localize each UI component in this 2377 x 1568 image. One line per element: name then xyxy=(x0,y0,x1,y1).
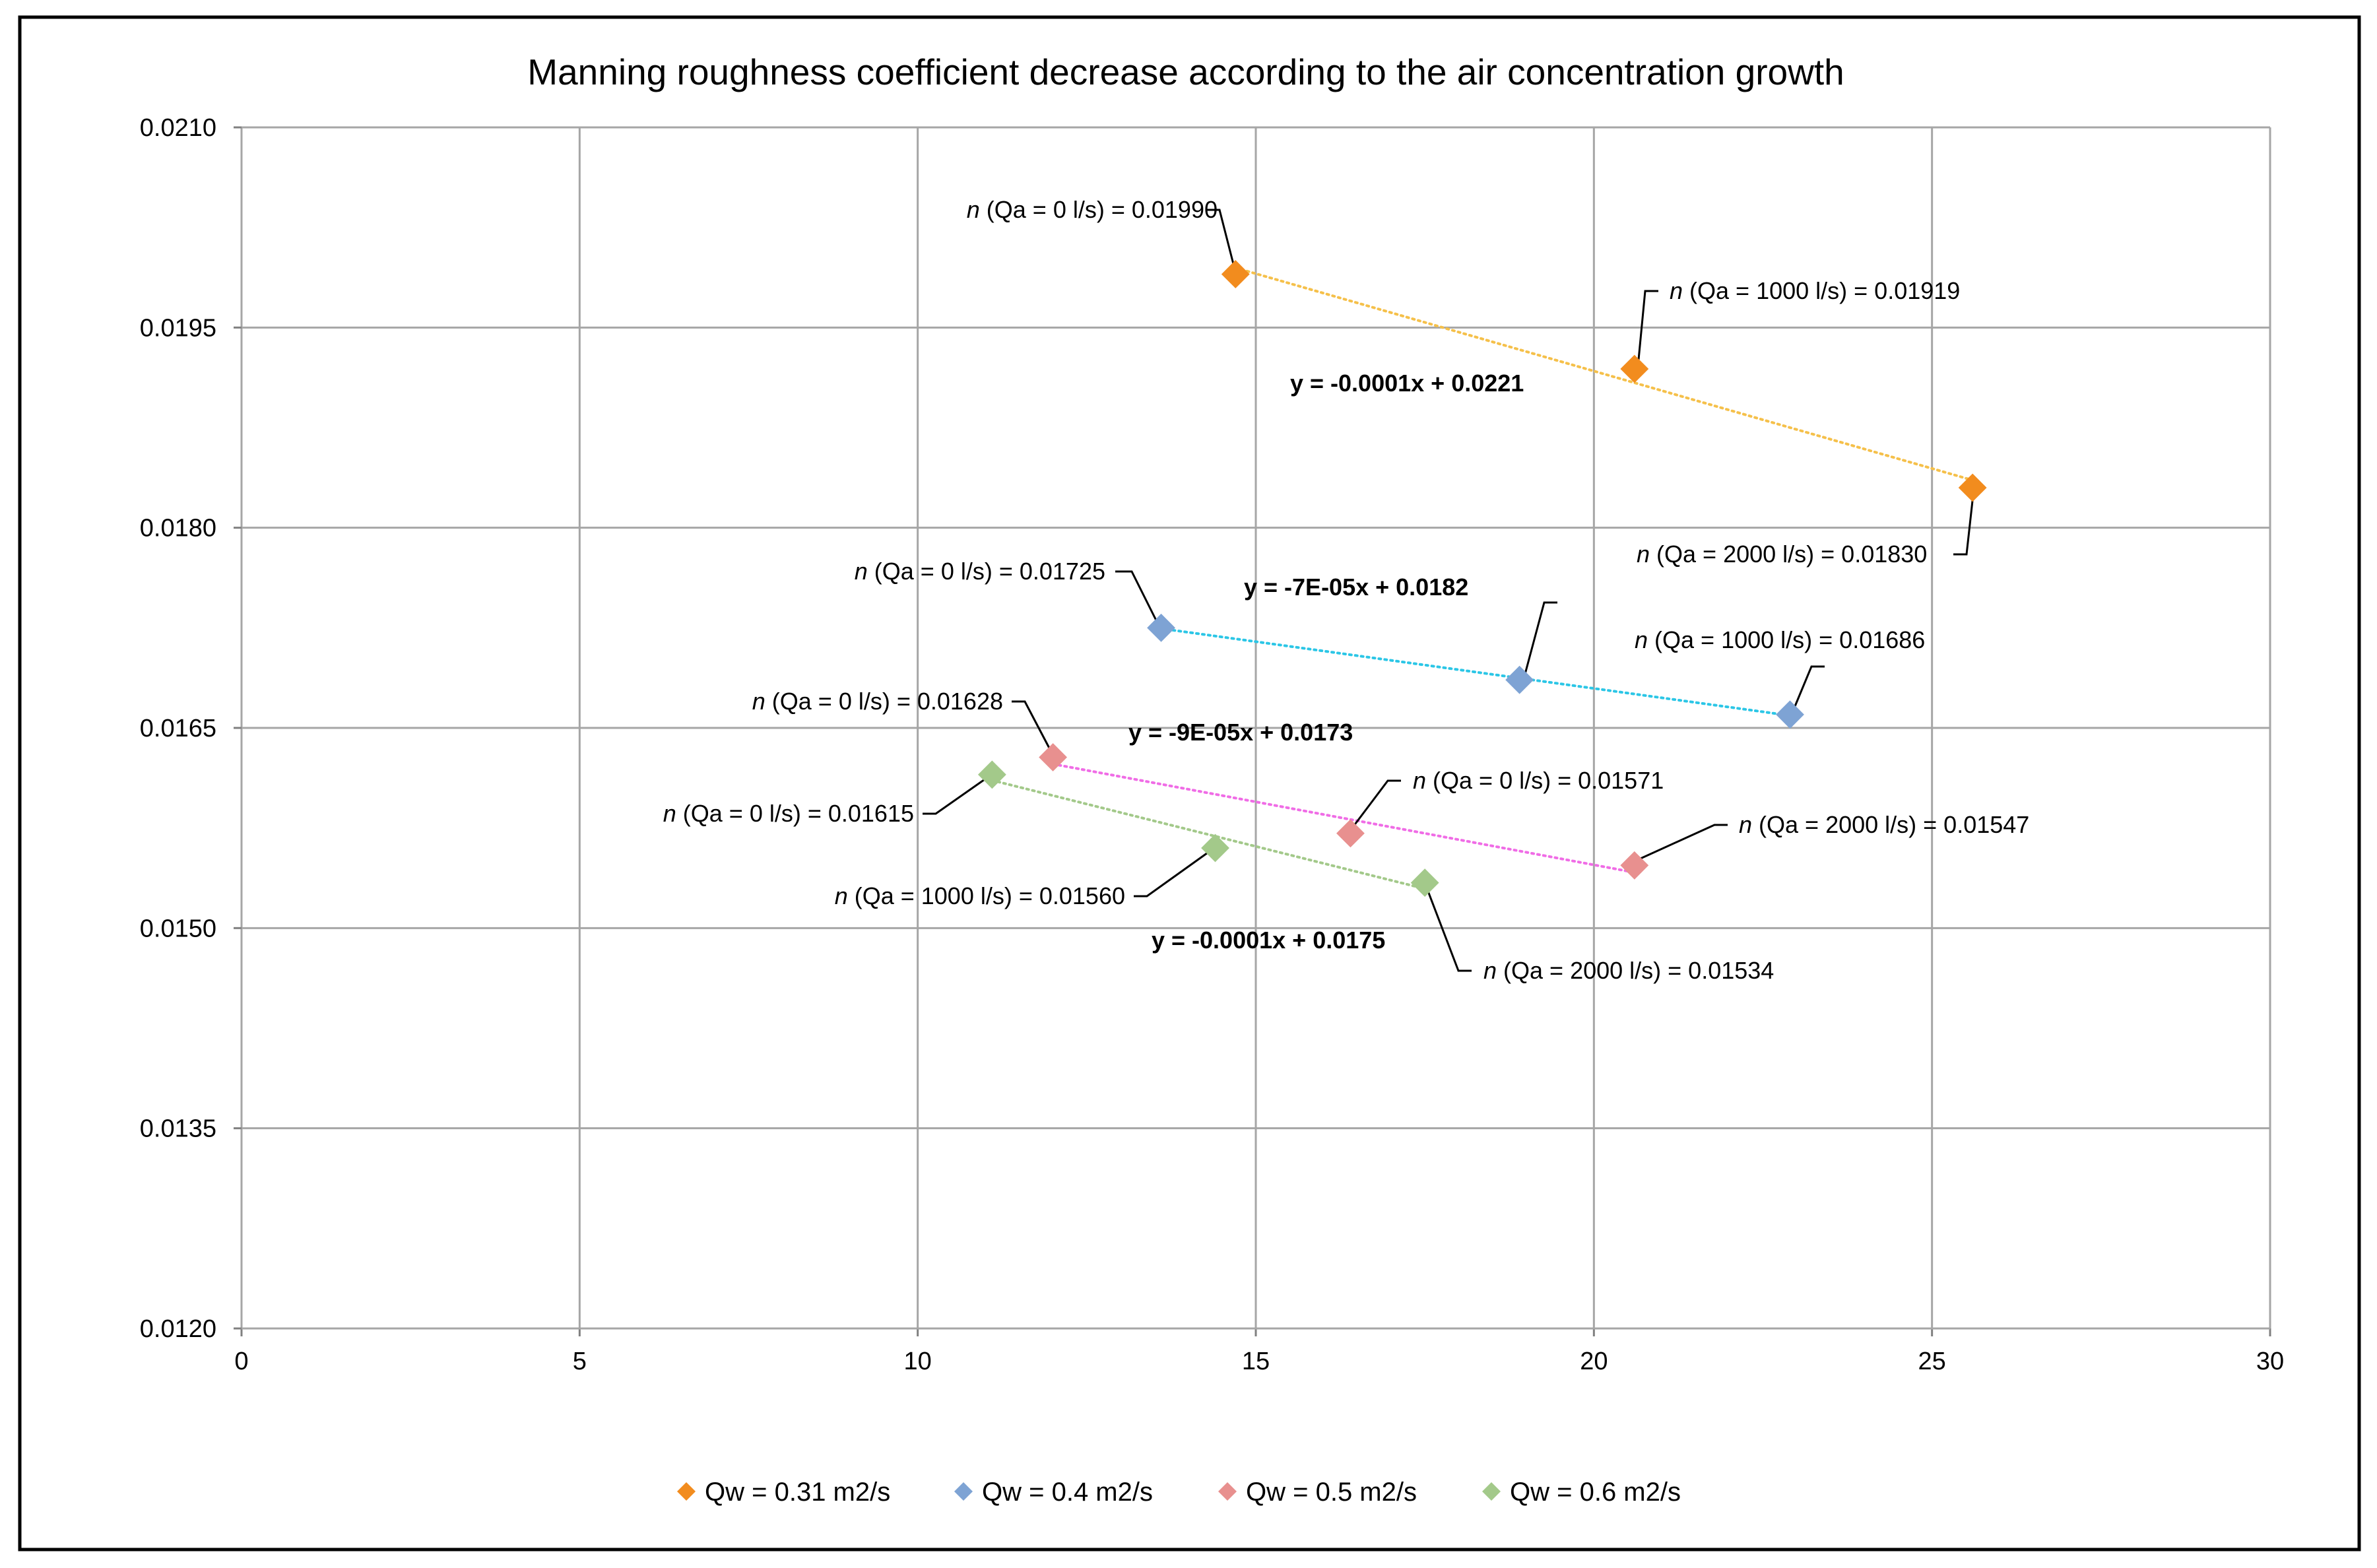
label-leader-line xyxy=(1634,824,1728,863)
y-tick-label: 0.0210 xyxy=(140,114,216,142)
legend-marker xyxy=(677,1482,696,1501)
chart-border xyxy=(18,15,2361,1552)
data-point xyxy=(1201,833,1229,863)
data-label: n (Qa = 1000 l/s) = 0.01560 xyxy=(835,882,1125,909)
legend-label: Qw = 0.31 m2/s xyxy=(705,1478,890,1507)
label-leader-line xyxy=(1523,601,1557,677)
data-label-variable: n xyxy=(967,196,980,223)
y-tick-label: 0.0150 xyxy=(140,915,216,942)
data-label-variable: n xyxy=(1483,957,1497,984)
data-label-value: (Qa = 0 l/s) = 0.01628 xyxy=(765,688,1003,715)
legend-marker xyxy=(954,1482,973,1501)
data-label: n (Qa = 2000 l/s) = 0.01830 xyxy=(1637,540,1927,568)
trendline xyxy=(1051,762,1636,874)
y-tick-label: 0.0180 xyxy=(140,515,216,542)
data-label-value: (Qa = 1000 l/s) = 0.01560 xyxy=(848,882,1125,909)
data-label-variable: n xyxy=(835,882,848,909)
label-leader-line xyxy=(1424,884,1472,972)
data-label-value: (Qa = 0 l/s) = 0.01571 xyxy=(1426,767,1664,794)
data-point xyxy=(1958,473,1987,502)
data-label-value: (Qa = 0 l/s) = 0.01990 xyxy=(980,196,1218,223)
data-point xyxy=(1620,354,1649,383)
data-point xyxy=(1620,851,1649,880)
legend-marker xyxy=(1482,1482,1501,1501)
data-label-variable: n xyxy=(1739,811,1752,838)
trendline xyxy=(1159,627,1792,717)
data-label-value: (Qa = 2000 l/s) = 0.01830 xyxy=(1650,540,1927,568)
trendline-equation: y = -7E-05x + 0.0182 xyxy=(1244,573,1468,601)
data-point xyxy=(1039,743,1068,771)
data-label-variable: n xyxy=(1637,540,1650,568)
label-leader-line xyxy=(1134,847,1215,898)
legend-marker xyxy=(1218,1482,1237,1501)
y-tick-label: 0.0135 xyxy=(140,1115,216,1143)
data-label-value: (Qa = 1000 l/s) = 0.01919 xyxy=(1683,277,1960,304)
data-label-value: (Qa = 0 l/s) = 0.01725 xyxy=(868,558,1105,585)
data-point xyxy=(977,760,1006,789)
data-label: n (Qa = 0 l/s) = 0.01990 xyxy=(967,196,1218,223)
label-leader-line xyxy=(1206,209,1235,265)
data-label: n (Qa = 0 l/s) = 0.01571 xyxy=(1413,767,1664,794)
data-point xyxy=(1336,819,1365,848)
x-tick-label: 25 xyxy=(1918,1348,1946,1375)
data-label-variable: n xyxy=(1635,626,1648,653)
data-label-variable: n xyxy=(663,800,676,827)
x-tick-label: 30 xyxy=(2256,1348,2284,1375)
label-leader-line xyxy=(1348,779,1401,832)
data-label: n (Qa = 0 l/s) = 0.01725 xyxy=(855,558,1105,585)
y-tick-label: 0.0195 xyxy=(140,314,216,342)
x-tick-label: 0 xyxy=(234,1348,248,1375)
x-tick-label: 5 xyxy=(573,1348,587,1375)
data-point xyxy=(1776,700,1804,729)
data-label-value: (Qa = 1000 l/s) = 0.01686 xyxy=(1648,626,1925,653)
label-leader-line xyxy=(1953,494,1974,556)
trendline xyxy=(1234,266,1974,482)
label-leader-line xyxy=(1637,290,1658,360)
data-label: n (Qa = 1000 l/s) = 0.01686 xyxy=(1635,626,1925,653)
trendline xyxy=(991,779,1427,890)
data-label-variable: n xyxy=(855,558,868,585)
data-label: n (Qa = 2000 l/s) = 0.01534 xyxy=(1483,957,1774,984)
y-tick-label: 0.0165 xyxy=(140,715,216,742)
legend-label: Qw = 0.4 m2/s xyxy=(982,1478,1153,1507)
data-label-variable: n xyxy=(752,688,765,715)
data-label-variable: n xyxy=(1413,767,1426,794)
x-tick-label: 10 xyxy=(904,1348,932,1375)
label-leader-line xyxy=(1792,665,1825,710)
data-point xyxy=(1505,665,1534,694)
label-leader-line xyxy=(1115,570,1157,621)
x-tick-label: 15 xyxy=(1242,1348,1270,1375)
data-label-value: (Qa = 0 l/s) = 0.01615 xyxy=(676,800,914,827)
data-point xyxy=(1410,868,1439,897)
x-tick-label: 20 xyxy=(1580,1348,1608,1375)
data-label: n (Qa = 1000 l/s) = 0.01919 xyxy=(1670,277,1960,304)
data-label: n (Qa = 2000 l/s) = 0.01547 xyxy=(1739,811,2029,838)
data-label-value: (Qa = 2000 l/s) = 0.01534 xyxy=(1497,957,1774,984)
data-label: n (Qa = 0 l/s) = 0.01628 xyxy=(752,688,1003,715)
legend-label: Qw = 0.6 m2/s xyxy=(1510,1478,1681,1507)
legend-label: Qw = 0.5 m2/s xyxy=(1246,1478,1417,1507)
trendline-equation: y = -0.0001x + 0.0175 xyxy=(1152,927,1385,954)
data-points xyxy=(977,260,1987,897)
data-label-variable: n xyxy=(1670,277,1683,304)
trendline-equation: y = -9E-05x + 0.0173 xyxy=(1128,719,1353,746)
data-label: n (Qa = 0 l/s) = 0.01615 xyxy=(663,800,914,827)
trendline-equations: y = -0.0001x + 0.0221 y = -7E-05x + 0.018… xyxy=(1128,370,1524,954)
trendlines xyxy=(991,266,1974,890)
y-tick-label: 0.0120 xyxy=(140,1315,216,1343)
data-label-value: (Qa = 2000 l/s) = 0.01547 xyxy=(1752,811,2029,838)
data-point xyxy=(1221,260,1250,288)
legend: Qw = 0.31 m2/s Qw = 0.4 m2/s Qw = 0.5 m2/s… xyxy=(677,1478,1681,1507)
label-leader-lines xyxy=(923,209,1974,972)
label-leader-line xyxy=(923,772,994,815)
grid-lines xyxy=(234,126,2271,1336)
label-leader-line xyxy=(1012,700,1054,755)
chart-title: Manning roughness coefficient decrease a… xyxy=(527,51,1844,92)
axis-tick-labels: 0 5 10 15 20 25 30 0.0120 0.0135 0.0150 0.0165 0.01… xyxy=(140,114,2284,1375)
trendline-equation: y = -0.0001x + 0.0221 xyxy=(1290,370,1524,397)
data-point xyxy=(1147,613,1175,642)
